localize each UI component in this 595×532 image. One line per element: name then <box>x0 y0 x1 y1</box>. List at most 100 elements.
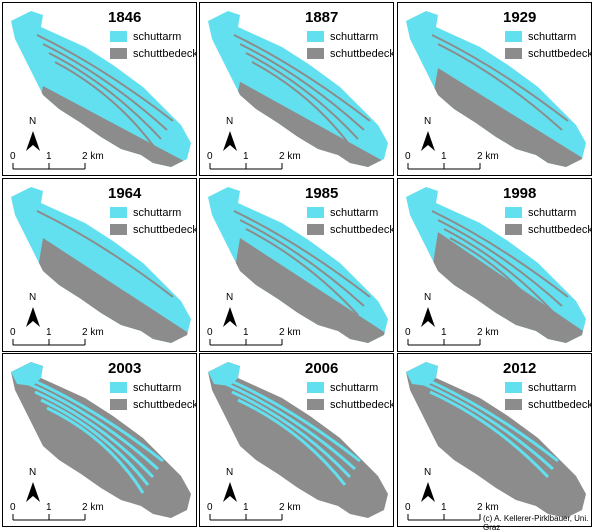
legend-swatch-schuttbedeckt <box>110 48 127 59</box>
glacier-area <box>11 187 191 343</box>
legend-label-schuttarm: schuttarm <box>330 381 379 394</box>
scale-label-tick0: 0 <box>405 502 411 513</box>
legend-label-schuttbedeckt: schuttbedeckt <box>330 398 394 411</box>
legend-label-schuttbedeckt: schuttbedeckt <box>528 398 592 411</box>
scale-label-tick2: 2 km <box>477 327 499 338</box>
map-panel-1985: 1985 schuttarm schuttbedeckt N 0 1 2 km <box>199 178 394 352</box>
legend-swatch-schuttbedeckt <box>505 224 522 235</box>
north-label: N <box>29 116 37 127</box>
legend-label-schuttbedeckt: schuttbedeckt <box>330 47 394 60</box>
legend-swatch-schuttbedeckt <box>307 399 324 410</box>
legend-item-schuttbedeckt: schuttbedeckt <box>110 396 196 413</box>
clean-ice-stripe <box>219 374 361 463</box>
scale-label-tick0: 0 <box>207 502 213 513</box>
north-arrow-icon <box>421 307 435 327</box>
north-arrow-icon <box>26 307 40 327</box>
scale-label-tick1: 1 <box>441 327 447 338</box>
legend-swatch-schuttarm <box>505 31 522 42</box>
legend-label-schuttarm: schuttarm <box>330 206 379 219</box>
glacier-map-2003 <box>11 362 191 521</box>
clean-ice-stripe <box>34 390 155 479</box>
map-panel-1929: 1929 schuttarm schuttbedeckt N 0 1 2 km <box>397 2 592 176</box>
scale-label-tick0: 0 <box>10 151 16 162</box>
year-label: 2003 <box>108 360 142 377</box>
legend-item-schuttarm: schuttarm <box>307 379 393 396</box>
legend-swatch-schuttarm <box>307 382 324 393</box>
year-label: 2012 <box>503 360 537 377</box>
legend-label-schuttbedeckt: schuttbedeckt <box>330 223 394 236</box>
legend: schuttarm schuttbedeckt <box>110 28 196 62</box>
legend: schuttarm schuttbedeckt <box>307 204 394 238</box>
scale-label-tick0: 0 <box>405 327 411 338</box>
legend-label-schuttbedeckt: schuttbedeckt <box>133 223 197 236</box>
legend-swatch-schuttbedeckt <box>505 399 522 410</box>
clean-ice-stripe <box>225 382 357 471</box>
scale-label-tick1: 1 <box>46 327 52 338</box>
legend-swatch-schuttbedeckt <box>307 48 324 59</box>
legend-item-schuttbedeckt: schuttbedeckt <box>307 45 394 62</box>
glacier-map-1846 <box>11 11 191 170</box>
legend-swatch-schuttarm <box>110 382 127 393</box>
north-arrow-icon <box>26 482 40 502</box>
scale-bar <box>209 163 283 170</box>
scale-label-tick0: 0 <box>10 327 16 338</box>
legend-swatch-schuttarm <box>307 31 324 42</box>
glacier-map-2006 <box>208 362 388 521</box>
map-panel-1887: 1887 schuttarm schuttbedeckt N 0 1 2 km <box>199 2 394 176</box>
scale-label-tick2: 2 km <box>82 151 104 162</box>
legend-item-schuttbedeckt: schuttbedeckt <box>505 45 591 62</box>
scale-label-tick1: 1 <box>46 502 52 513</box>
scale-label-tick2: 2 km <box>279 327 301 338</box>
year-label: 1964 <box>108 185 142 202</box>
north-label: N <box>29 467 37 478</box>
north-arrow-icon <box>223 307 237 327</box>
north-label: N <box>424 116 432 127</box>
legend-swatch-schuttbedeckt <box>110 224 127 235</box>
year-label: 1985 <box>305 185 339 202</box>
map-panel-1964: 1964 schuttarm schuttbedeckt N 0 1 2 km <box>2 178 197 352</box>
glacier-map-1887 <box>208 11 388 170</box>
year-label: 1846 <box>108 9 142 26</box>
scale-label-tick1: 1 <box>46 151 52 162</box>
scale-label-tick2: 2 km <box>82 502 104 513</box>
north-label: N <box>226 292 234 303</box>
legend: schuttarm schuttbedeckt <box>110 379 196 413</box>
medial-moraine <box>443 228 557 316</box>
medial-moraine <box>36 34 174 122</box>
clean-ice-stripe <box>231 390 352 479</box>
scale-label-tick0: 0 <box>207 327 213 338</box>
legend-item-schuttarm: schuttarm <box>307 204 393 221</box>
clean-ice-stripe <box>423 382 555 471</box>
clean-ice-stripe <box>40 398 150 486</box>
legend-label-schuttarm: schuttarm <box>133 381 182 394</box>
north-label: N <box>424 467 432 478</box>
year-label: 1998 <box>503 185 537 202</box>
clean-ice-accumulation <box>208 362 240 386</box>
medial-moraine <box>251 61 353 149</box>
scale-bar <box>12 339 86 346</box>
legend-swatch-schuttarm <box>307 207 324 218</box>
year-label: 2006 <box>305 360 339 377</box>
medial-moraine <box>437 43 563 131</box>
map-panel-1998: 1998 schuttarm schuttbedeckt N 0 1 2 km <box>397 178 592 352</box>
copyright-credit: (c) A. Kellerer-Pirklbauer, Uni. Graz <box>483 514 589 532</box>
map-panel-2006: 2006 schuttarm schuttbedeckt N 0 1 2 km <box>199 353 394 527</box>
legend-swatch-schuttarm <box>505 207 522 218</box>
scale-label-tick2: 2 km <box>279 502 301 513</box>
clean-ice-stripe <box>46 406 145 494</box>
legend-swatch-schuttarm <box>110 207 127 218</box>
scale-bar <box>12 514 86 521</box>
scale-label-tick2: 2 km <box>82 327 104 338</box>
scale-label-tick1: 1 <box>243 502 249 513</box>
medial-moraine <box>245 52 359 140</box>
north-label: N <box>29 292 37 303</box>
glacier-map-2012 <box>406 362 586 521</box>
scale-bar <box>209 514 283 521</box>
scale-bar <box>12 163 86 170</box>
north-arrow-icon <box>421 482 435 502</box>
legend-label-schuttarm: schuttarm <box>528 206 577 219</box>
clean-ice-stripe <box>22 374 164 463</box>
clean-ice-stripe <box>237 398 347 486</box>
medial-moraine <box>449 237 551 325</box>
